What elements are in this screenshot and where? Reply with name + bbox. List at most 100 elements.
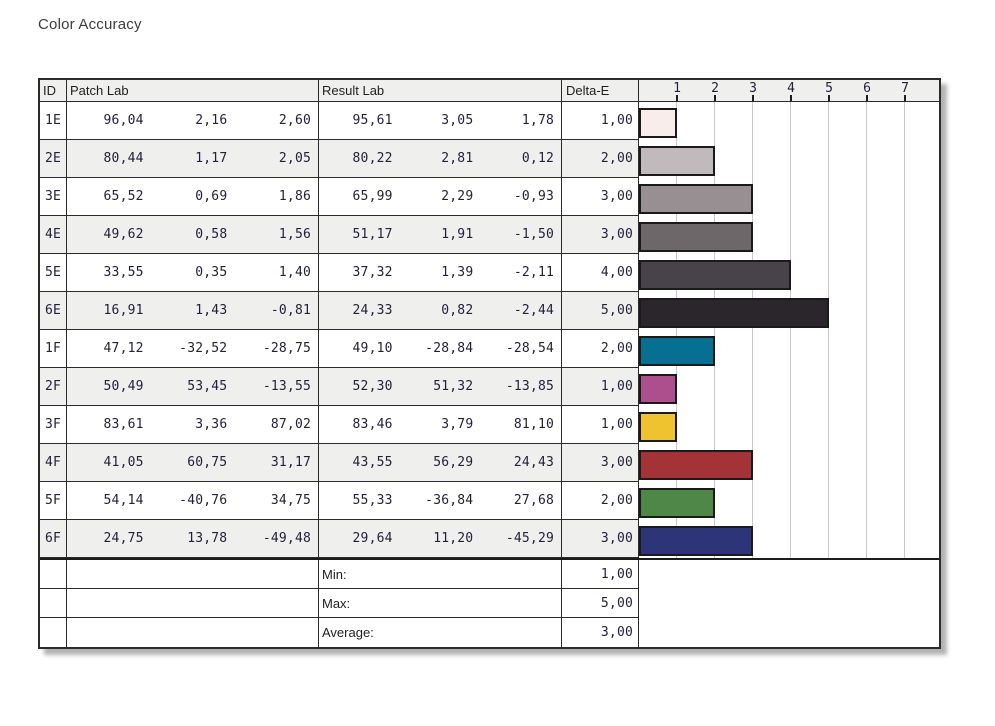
delta-e-bar-cell <box>639 444 939 482</box>
delta-e-bar-cell <box>639 330 939 368</box>
patch-lab-value: -13,55 <box>262 379 312 394</box>
result-lab-value: -36,84 <box>425 493 474 508</box>
chart-gridline <box>790 368 791 406</box>
patch-lab-value: 31,17 <box>270 455 312 470</box>
chart-gridline <box>866 444 867 482</box>
chart-gridline <box>790 330 791 368</box>
patch-lab-values: 41,05 60,75 31,17 <box>67 444 319 482</box>
chart-gridline <box>904 102 905 140</box>
patch-lab-value: 0,35 <box>195 265 228 280</box>
patch-lab-value: 2,05 <box>278 151 312 166</box>
chart-gridline <box>828 444 829 482</box>
patch-lab-values: 33,55 0,35 1,40 <box>67 254 319 292</box>
patch-lab-value: 47,12 <box>103 341 144 356</box>
patch-lab-value: 80,44 <box>103 151 144 166</box>
result-lab-value: 3,05 <box>441 113 474 128</box>
chart-gridline <box>904 482 905 520</box>
result-lab-value: -13,85 <box>505 379 555 394</box>
patch-id: 3F <box>40 406 67 444</box>
result-lab-value: 3,79 <box>441 417 474 432</box>
chart-gridline <box>790 216 791 254</box>
patch-lab-value: 2,60 <box>278 113 312 128</box>
delta-e-value: 2,00 <box>562 482 639 520</box>
patch-lab-value: 13,78 <box>187 531 228 546</box>
patch-lab-values: 49,62 0,58 1,56 <box>67 216 319 254</box>
chart-gridline <box>866 140 867 178</box>
table-row: 4F 41,05 60,75 31,17 43,55 56,29 24,43 3,00 <box>40 444 939 482</box>
chart-gridline <box>866 368 867 406</box>
result-lab-value: 55,33 <box>352 493 393 508</box>
chart-gridline <box>904 254 905 292</box>
chart-gridline <box>866 178 867 216</box>
scale-tick-mark <box>866 95 868 101</box>
result-lab-value: 37,32 <box>352 265 393 280</box>
chart-gridline <box>904 178 905 216</box>
result-lab-values: 55,33 -36,84 27,68 <box>319 482 562 520</box>
scale-tick-label: 1 <box>673 81 681 96</box>
result-lab-values: 37,32 1,39 -2,11 <box>319 254 562 292</box>
chart-gridline <box>904 330 905 368</box>
patch-lab-value: 24,75 <box>103 531 144 546</box>
patch-lab-value: 41,05 <box>103 455 144 470</box>
delta-e-value: 1,00 <box>562 406 639 444</box>
patch-lab-value: 60,75 <box>187 455 228 470</box>
table-row: 1F 47,12 -32,52 -28,75 49,10 -28,84 -28,54 2,00 <box>40 330 939 368</box>
chart-gridline <box>752 368 753 406</box>
chart-gridline <box>828 482 829 520</box>
chart-gridline <box>752 330 753 368</box>
chart-gridline <box>866 216 867 254</box>
table-row: 5E 33,55 0,35 1,40 37,32 1,39 -2,11 4,00 <box>40 254 939 292</box>
result-lab-value: -2,11 <box>513 265 555 280</box>
summary-label: Average: <box>319 618 562 647</box>
chart-gridline <box>904 406 905 444</box>
delta-e-bar <box>639 336 715 366</box>
result-lab-values: 49,10 -28,84 -28,54 <box>319 330 562 368</box>
patch-id: 4E <box>40 216 67 254</box>
patch-lab-value: -32,52 <box>179 341 228 356</box>
result-lab-value: -0,93 <box>513 189 555 204</box>
chart-gridline <box>828 178 829 216</box>
chart-gridline <box>904 444 905 482</box>
chart-gridline <box>752 482 753 520</box>
chart-gridline <box>904 140 905 178</box>
result-lab-value: 51,32 <box>433 379 474 394</box>
summary-empty-patch-cell <box>67 560 319 589</box>
result-lab-value: 80,22 <box>352 151 393 166</box>
scale-tick-label: 6 <box>863 81 871 96</box>
patch-lab-values: 54,14 -40,76 34,75 <box>67 482 319 520</box>
delta-e-bar-cell <box>639 292 939 330</box>
patch-lab-value: 1,40 <box>278 265 312 280</box>
patch-id: 6F <box>40 520 67 558</box>
table-row: 3F 83,61 3,36 87,02 83,46 3,79 81,10 1,00 <box>40 406 939 444</box>
chart-gridline <box>828 368 829 406</box>
chart-gridline <box>752 140 753 178</box>
patch-lab-values: 83,61 3,36 87,02 <box>67 406 319 444</box>
result-lab-value: -28,84 <box>425 341 474 356</box>
delta-e-bar <box>639 222 753 252</box>
delta-e-value: 3,00 <box>562 216 639 254</box>
patch-lab-value: 49,62 <box>103 227 144 242</box>
result-lab-values: 24,33 0,82 -2,44 <box>319 292 562 330</box>
result-lab-value: 1,91 <box>441 227 474 242</box>
table-row: 6F 24,75 13,78 -49,48 29,64 11,20 -45,29 3,00 <box>40 520 939 558</box>
delta-e-value: 1,00 <box>562 368 639 406</box>
patch-lab-value: 53,45 <box>187 379 228 394</box>
summary-row: Average: 3,00 <box>40 618 639 647</box>
patch-id: 1E <box>40 102 67 140</box>
summary-section: Min: 1,00 Max: 5,00 Average: 3,00 <box>40 558 939 647</box>
result-lab-values: 65,99 2,29 -0,93 <box>319 178 562 216</box>
result-lab-value: -45,29 <box>505 531 555 546</box>
scale-tick-label: 5 <box>825 81 833 96</box>
delta-e-bar-cell <box>639 216 939 254</box>
patch-lab-value: 1,56 <box>278 227 312 242</box>
scale-tick-mark <box>904 95 906 101</box>
result-lab-value: 29,64 <box>352 531 393 546</box>
patch-lab-value: 34,75 <box>270 493 312 508</box>
header-delta-e: Delta-E <box>562 80 639 102</box>
patch-lab-value: 0,58 <box>195 227 228 242</box>
delta-e-bar <box>639 526 753 556</box>
table-row: 2E 80,44 1,17 2,05 80,22 2,81 0,12 2,00 <box>40 140 939 178</box>
delta-e-value: 5,00 <box>562 292 639 330</box>
patch-lab-value: 33,55 <box>103 265 144 280</box>
result-lab-value: 56,29 <box>433 455 474 470</box>
